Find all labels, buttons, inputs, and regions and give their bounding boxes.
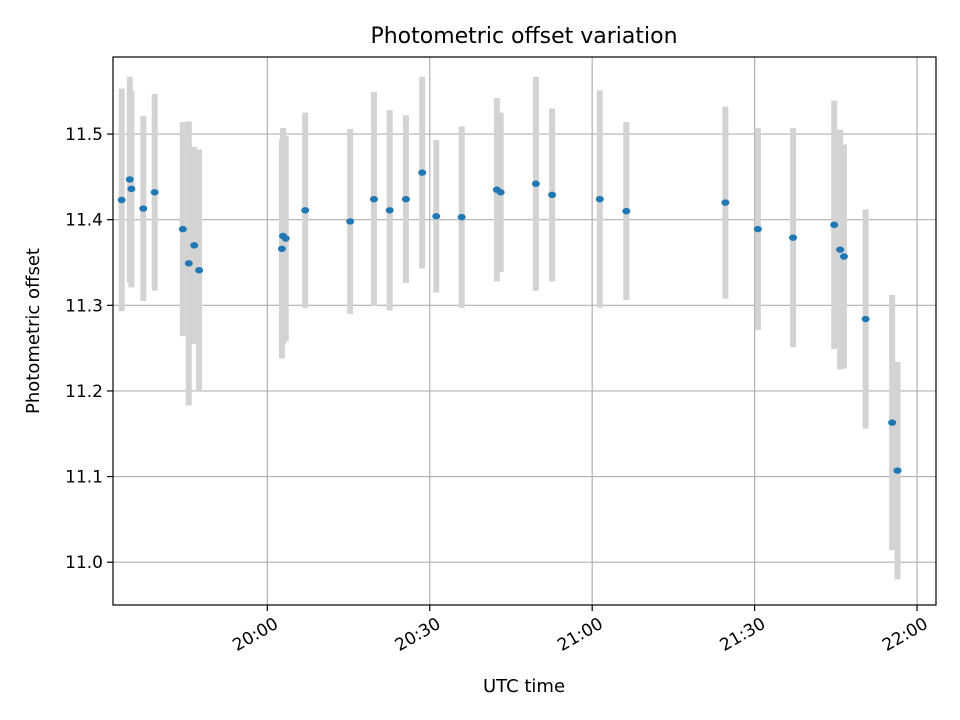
y-tick-label: 11.1 (65, 468, 103, 488)
data-point (457, 213, 466, 221)
data-point (548, 191, 557, 199)
data-point (401, 195, 410, 203)
y-tick-label: 11.4 (65, 211, 103, 231)
data-point (184, 260, 193, 267)
chart-title: Photometric offset variation (370, 24, 677, 49)
data-point (139, 205, 148, 212)
y-tick-label: 11.5 (65, 125, 103, 145)
data-point (789, 234, 798, 241)
y-tick-label: 11.2 (65, 382, 103, 402)
data-point (595, 195, 604, 203)
x-tick-label: 21:30 (717, 614, 769, 656)
data-point (190, 242, 199, 249)
data-point (369, 195, 378, 203)
x-axis-label: UTC time (483, 676, 565, 697)
y-tick-label: 11.3 (65, 296, 103, 316)
data-point (117, 196, 126, 204)
plot-frame (112, 56, 937, 606)
data-point (418, 169, 427, 176)
data-point (277, 245, 286, 252)
data-point (721, 199, 730, 206)
data-point (839, 253, 848, 260)
data-point (127, 185, 136, 193)
data-point (346, 218, 355, 225)
data-point (836, 246, 845, 253)
data-point (888, 419, 897, 426)
data-point (432, 213, 441, 220)
data-point (496, 189, 505, 196)
data-point (301, 207, 310, 214)
y-axis-ticks: 11.0 11.1 11.2 11.3 11.4 11.5 (65, 125, 113, 573)
data-point (861, 315, 870, 323)
x-axis-ticks: 20:00 20:30 21:00 21:30 22:00 (229, 605, 932, 656)
x-tick-label: 20:00 (229, 614, 281, 656)
data-point (753, 225, 762, 233)
error-bars (118, 76, 901, 580)
data-point (281, 235, 290, 242)
data-point (893, 467, 902, 474)
data-point (531, 180, 540, 187)
data-points (117, 169, 902, 474)
data-point (125, 176, 134, 183)
y-axis-label: Photometric offset (23, 248, 44, 414)
data-point (178, 225, 187, 233)
grid (113, 57, 936, 605)
data-point (830, 221, 839, 229)
data-point (385, 207, 394, 214)
x-tick-label: 20:30 (392, 614, 444, 656)
y-tick-label: 11.0 (65, 553, 103, 573)
data-point (622, 207, 631, 215)
data-point (150, 189, 159, 196)
data-point (195, 267, 204, 274)
x-tick-label: 21:00 (554, 614, 606, 656)
x-tick-label: 22:00 (879, 614, 931, 656)
